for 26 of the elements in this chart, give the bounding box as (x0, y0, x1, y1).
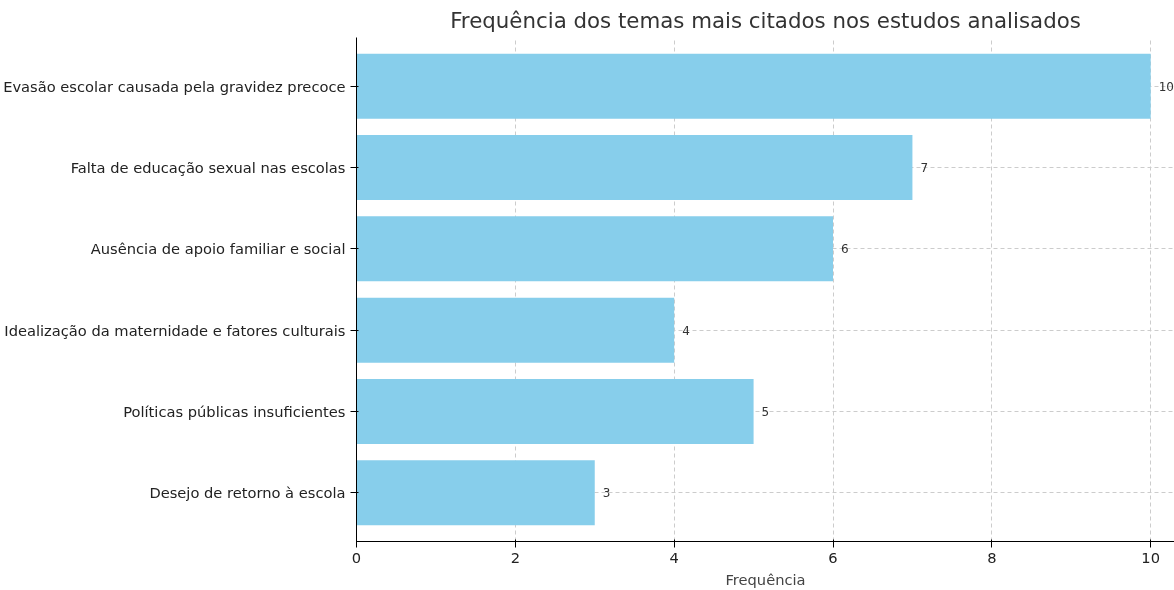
x-axis-title: Frequência (725, 570, 806, 588)
bar (356, 460, 595, 526)
y-tick-label: Políticas públicas insuficientes (123, 402, 346, 420)
data-label: 10 (1158, 79, 1174, 94)
data-label: 4 (682, 323, 690, 338)
bar (356, 135, 913, 201)
bar (356, 378, 754, 444)
bar (356, 216, 833, 282)
x-tick-label: 0 (351, 548, 362, 566)
data-label: 6 (841, 242, 849, 257)
y-tick-label: Falta de educação sexual nas escolas (70, 159, 346, 177)
chart-title: Frequência dos temas mais citados nos estudos analisados (450, 7, 1081, 33)
x-tick-label: 2 (510, 548, 520, 566)
y-tick-label: Evasão escolar causada pela gravidez precoce (3, 77, 346, 95)
x-tick-label: 8 (987, 548, 997, 566)
data-label: 7 (920, 161, 929, 176)
y-tick-label: Ausência de apoio familiar e social (90, 240, 346, 258)
bar (356, 53, 1151, 119)
y-tick-label: Idealização da maternidade e fatores culturais (4, 321, 346, 339)
x-tick-label: 6 (828, 548, 838, 566)
bar (356, 297, 675, 363)
data-label: 5 (761, 404, 770, 419)
y-tick-label: Desejo de retorno à escola (149, 484, 346, 502)
x-tick-label: 10 (1141, 548, 1161, 566)
data-label: 3 (602, 486, 611, 501)
x-tick-label: 4 (669, 548, 679, 566)
